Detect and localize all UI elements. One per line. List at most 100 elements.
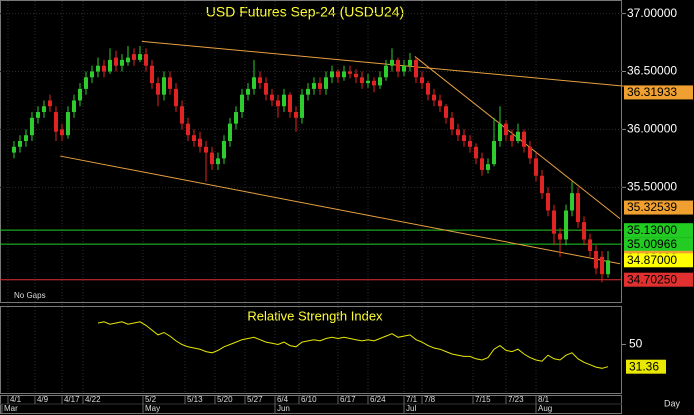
candle-body (41, 106, 46, 113)
level-box (624, 85, 693, 100)
candle-body (402, 65, 407, 72)
candle-body (582, 222, 587, 240)
rsi-last-label: 31.36 (629, 359, 659, 373)
candle-body (227, 123, 232, 141)
candle-body (239, 94, 244, 113)
candle-body (269, 94, 274, 101)
level-box (624, 272, 693, 287)
candle-body (492, 140, 497, 165)
x-tick-label: 6/10 (301, 395, 317, 404)
y-tick-label: 36.50000 (627, 64, 677, 78)
candle-body (293, 112, 298, 118)
candle-body (143, 54, 148, 66)
candle-body (119, 59, 124, 66)
candle-body (101, 65, 106, 72)
candle-body (528, 146, 533, 159)
candle-body (522, 131, 527, 147)
candle-body (155, 83, 160, 95)
candle-body (209, 152, 214, 165)
candle-body (23, 135, 28, 141)
candle-body (324, 77, 329, 89)
candle-body (498, 123, 503, 141)
candle-body (480, 158, 485, 170)
month-label: Jun (277, 404, 290, 413)
candle-body (540, 175, 545, 194)
level-label: 36.31933 (627, 85, 677, 99)
level-label: 34.87000 (627, 253, 677, 267)
candle-body (305, 88, 310, 95)
candle-body (312, 83, 317, 89)
x-tick-label: 4/22 (85, 395, 101, 404)
candle-body (576, 193, 581, 223)
x-tick-label: 4/9 (37, 395, 49, 404)
level-box (624, 223, 693, 238)
candle-body (384, 65, 389, 78)
candle-body (396, 59, 401, 72)
candle-body (564, 210, 569, 240)
candle-body (606, 260, 611, 275)
note: No Gaps (14, 291, 46, 300)
candle-body (35, 112, 40, 118)
trendline (60, 155, 621, 265)
candle-body (107, 59, 112, 72)
rsi-y-tick-label: 50 (629, 337, 643, 351)
x-tick-label: 7/1 (406, 395, 418, 404)
candle-body (173, 88, 178, 107)
candle-body (450, 117, 455, 130)
level-box (624, 237, 693, 252)
candle-body (53, 112, 58, 132)
candle-body (29, 117, 34, 136)
level-label: 35.00966 (627, 237, 677, 251)
candle-body (149, 65, 154, 84)
price-panel (0, 0, 622, 303)
candle-body (354, 73, 359, 78)
month-label: Jul (406, 404, 416, 413)
candle-body (432, 94, 437, 101)
x-tick-label: 5/20 (217, 395, 233, 404)
x-tick-label: 6/4 (277, 395, 289, 404)
x-tick-label: 8/1 (538, 395, 550, 404)
candle-body (185, 123, 190, 136)
candle-body (456, 129, 461, 136)
x-tick-label: 7/15 (475, 395, 491, 404)
candle-body (191, 135, 196, 141)
x-tick-label: 7/8 (424, 395, 436, 404)
candle-body (600, 256, 605, 275)
candle-body (251, 77, 256, 89)
candle-body (71, 100, 76, 113)
candle-body (546, 193, 551, 211)
candle-body (594, 251, 599, 269)
candle-body (534, 158, 539, 176)
candle-body (203, 146, 208, 153)
candle-body (462, 135, 467, 141)
candle-body (161, 77, 166, 95)
candle-body (318, 83, 323, 89)
candle-body (426, 83, 431, 95)
y-tick-label: 37.00000 (627, 6, 677, 20)
level-label: 35.13000 (627, 223, 677, 237)
candle-body (378, 77, 383, 86)
candle-body (444, 106, 449, 118)
candle-body (89, 71, 94, 78)
rsi-last-box (626, 359, 666, 374)
candle-body (486, 164, 491, 170)
candle-body (233, 112, 238, 124)
rsi-line (97, 321, 609, 369)
month-label: Aug (538, 404, 552, 413)
x-tick-label: 4/17 (64, 395, 80, 404)
candle-body (558, 233, 563, 240)
level-box (624, 200, 693, 215)
candle-body (299, 94, 304, 118)
candle-body (552, 210, 557, 234)
y-tick-label: 35.50000 (627, 180, 677, 194)
month-label: Mar (4, 404, 18, 413)
candle-body (336, 71, 341, 78)
candle-body (510, 135, 515, 141)
candle-body (390, 59, 395, 66)
candle-body (474, 146, 479, 159)
candle-body (366, 80, 371, 84)
month-label: May (145, 404, 160, 413)
candle-body (113, 57, 118, 66)
